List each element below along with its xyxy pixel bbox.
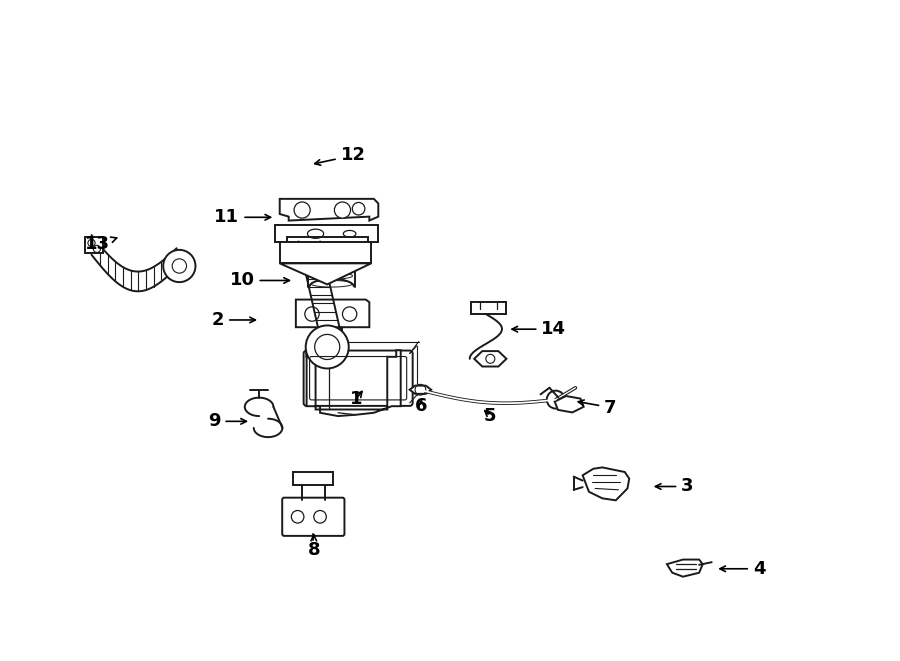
Polygon shape — [296, 299, 369, 327]
Polygon shape — [307, 350, 400, 416]
Text: 5: 5 — [484, 407, 497, 424]
Circle shape — [294, 202, 310, 218]
Text: 8: 8 — [308, 535, 320, 559]
Circle shape — [335, 202, 350, 218]
Text: 14: 14 — [512, 320, 566, 338]
Polygon shape — [554, 396, 584, 412]
Text: 9: 9 — [208, 412, 247, 430]
Circle shape — [172, 259, 186, 273]
Polygon shape — [410, 385, 431, 394]
Circle shape — [314, 510, 327, 523]
Text: 10: 10 — [230, 272, 290, 290]
Circle shape — [547, 391, 564, 408]
Circle shape — [305, 307, 320, 321]
Circle shape — [306, 325, 348, 368]
Polygon shape — [582, 467, 629, 500]
Circle shape — [315, 334, 340, 360]
Circle shape — [88, 239, 95, 247]
FancyBboxPatch shape — [303, 350, 413, 406]
Text: 13: 13 — [86, 235, 117, 253]
Text: 7: 7 — [578, 399, 617, 416]
Circle shape — [163, 250, 195, 282]
Circle shape — [343, 307, 356, 321]
Text: 6: 6 — [415, 397, 428, 414]
Polygon shape — [471, 302, 507, 314]
Text: 11: 11 — [214, 208, 271, 226]
Text: 1: 1 — [349, 390, 362, 408]
Circle shape — [352, 202, 365, 215]
Polygon shape — [293, 472, 334, 485]
Text: 3: 3 — [655, 477, 694, 496]
FancyBboxPatch shape — [283, 498, 345, 536]
Polygon shape — [275, 225, 378, 242]
Polygon shape — [280, 242, 371, 263]
Polygon shape — [280, 199, 378, 221]
Polygon shape — [86, 237, 104, 253]
Polygon shape — [667, 560, 703, 576]
Circle shape — [486, 354, 495, 364]
Text: 12: 12 — [315, 147, 365, 165]
Circle shape — [94, 245, 101, 253]
Text: 2: 2 — [212, 311, 256, 329]
Polygon shape — [280, 263, 371, 284]
Text: 4: 4 — [720, 560, 765, 578]
Circle shape — [292, 510, 304, 523]
Polygon shape — [474, 351, 507, 366]
